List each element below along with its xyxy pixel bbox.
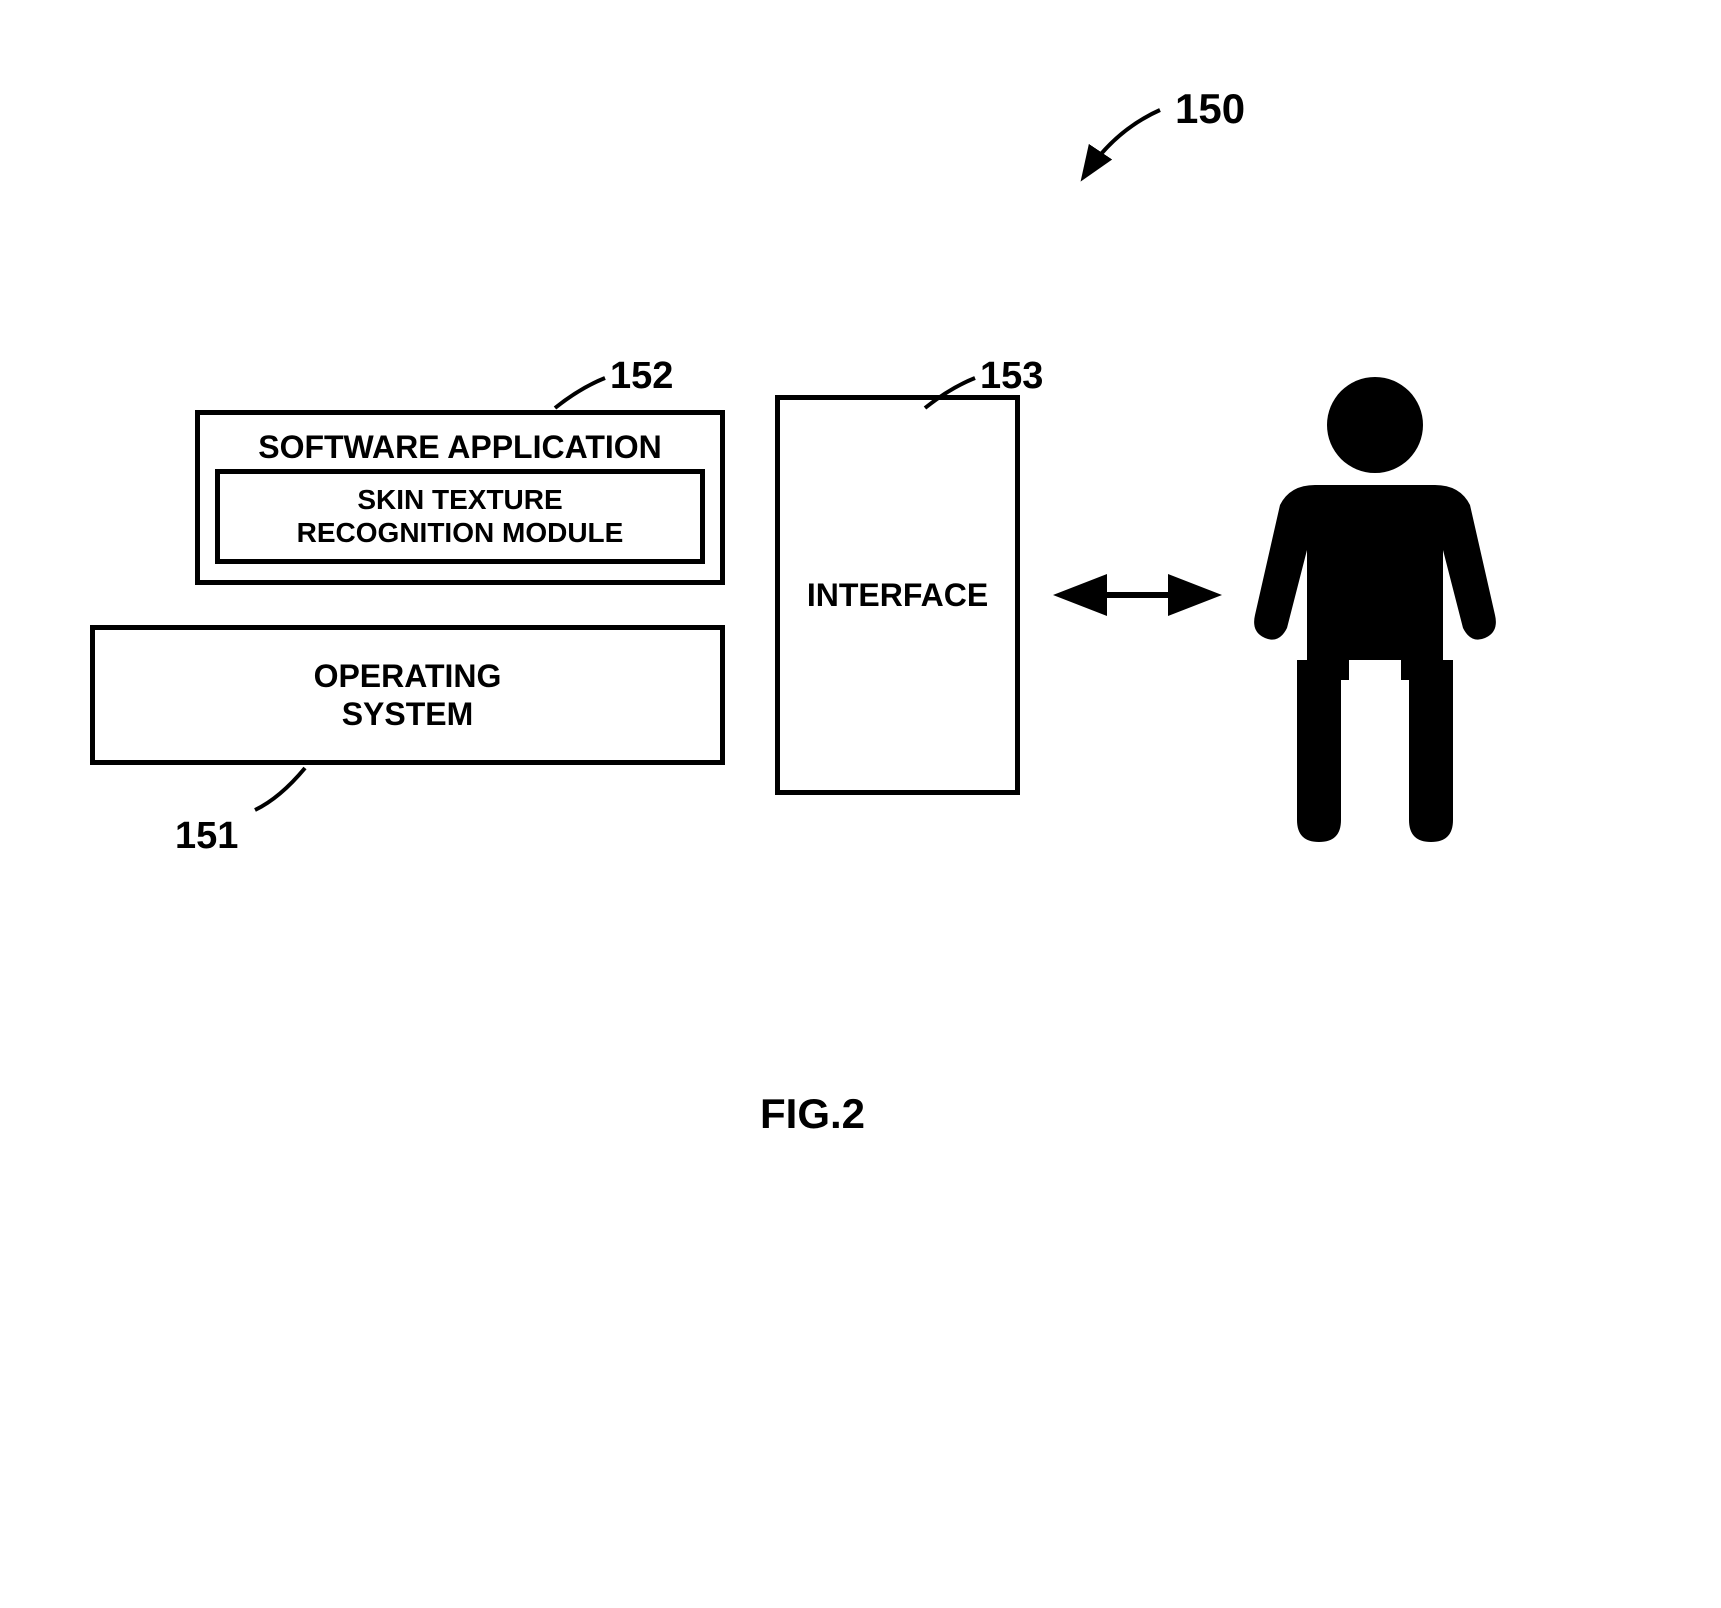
person-icon (1235, 370, 1515, 850)
leader-153 (925, 378, 975, 408)
leader-150 (1085, 110, 1160, 175)
leader-152 (555, 378, 605, 408)
leader-151 (255, 768, 305, 810)
